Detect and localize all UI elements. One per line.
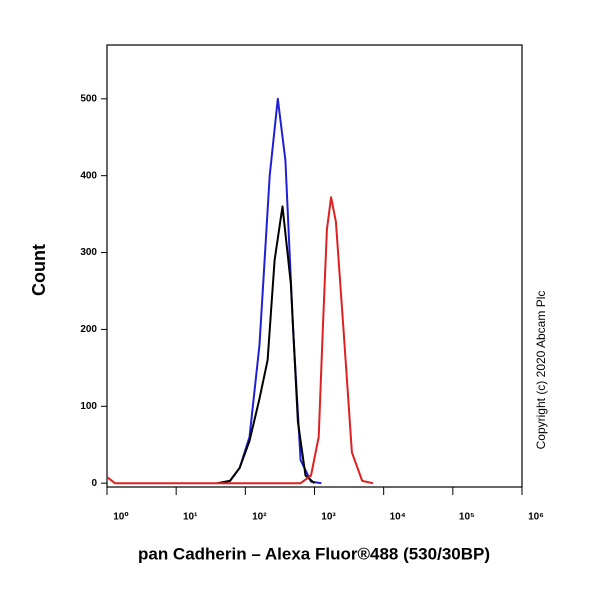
x-axis-label: pan Cadherin – Alexa Fluor®488 (530/30BP… — [138, 544, 490, 563]
x-tick-label: 10² — [252, 512, 267, 523]
y-tick-label: 0 — [91, 478, 97, 489]
x-tick-label: 10⁴ — [390, 512, 406, 523]
y-tick-label: 300 — [80, 247, 97, 258]
y-axis-label: Count — [29, 244, 49, 296]
histogram-line — [106, 196, 374, 485]
y-tick-label: 200 — [80, 324, 97, 335]
y-tick-label: 500 — [80, 93, 97, 104]
plot-frame — [106, 44, 523, 488]
copyright: Copyright (c) 2020 Abcam Plc — [534, 291, 548, 450]
x-tick-label: 10⁵ — [459, 512, 475, 523]
x-tick-label: 10⁰ — [113, 512, 129, 523]
x-tick-label: 10¹ — [183, 512, 198, 523]
y-tick-label: 100 — [80, 401, 97, 412]
histogram-line — [217, 205, 316, 485]
y-tick-label: 400 — [80, 170, 97, 181]
x-tick-label: 10³ — [321, 512, 336, 523]
histogram-line — [217, 97, 322, 485]
x-tick-label: 10⁶ — [528, 512, 544, 523]
